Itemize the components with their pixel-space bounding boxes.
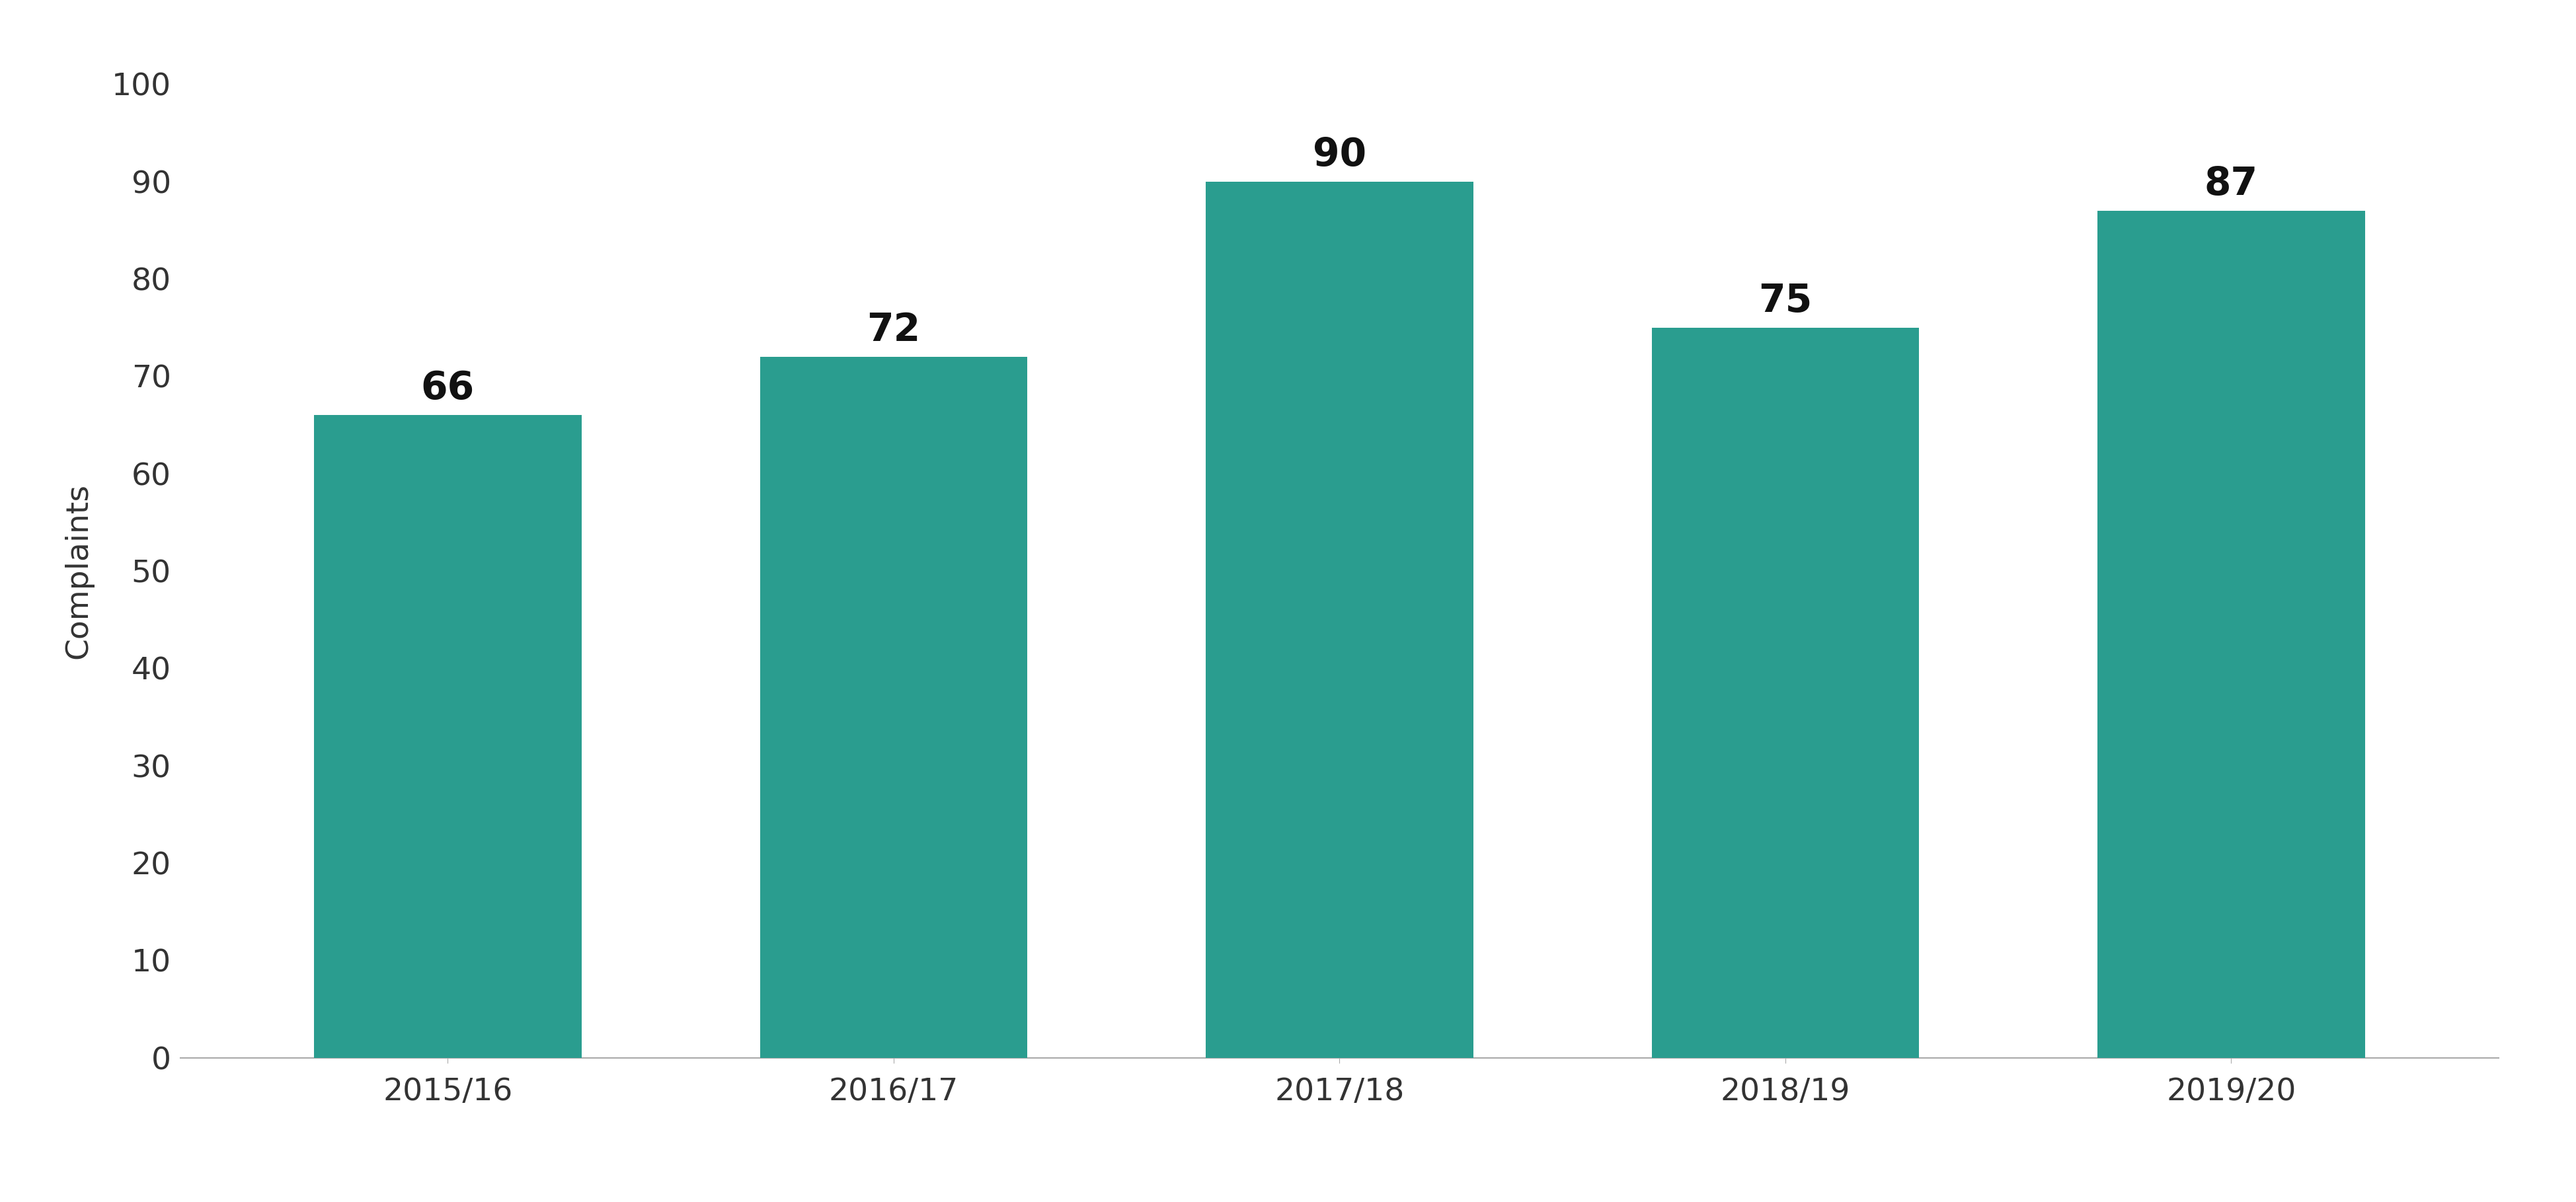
Text: 75: 75 <box>1759 282 1814 320</box>
Bar <box>2097 210 2365 1058</box>
Text: 66: 66 <box>420 370 474 407</box>
Bar <box>1206 182 1473 1058</box>
Text: 72: 72 <box>866 311 920 349</box>
Y-axis label: Complaints: Complaints <box>64 483 93 659</box>
Bar <box>760 357 1028 1058</box>
Bar <box>1651 327 1919 1058</box>
Bar <box>314 415 582 1058</box>
Text: 90: 90 <box>1314 136 1365 174</box>
Text: 87: 87 <box>2205 165 2259 203</box>
